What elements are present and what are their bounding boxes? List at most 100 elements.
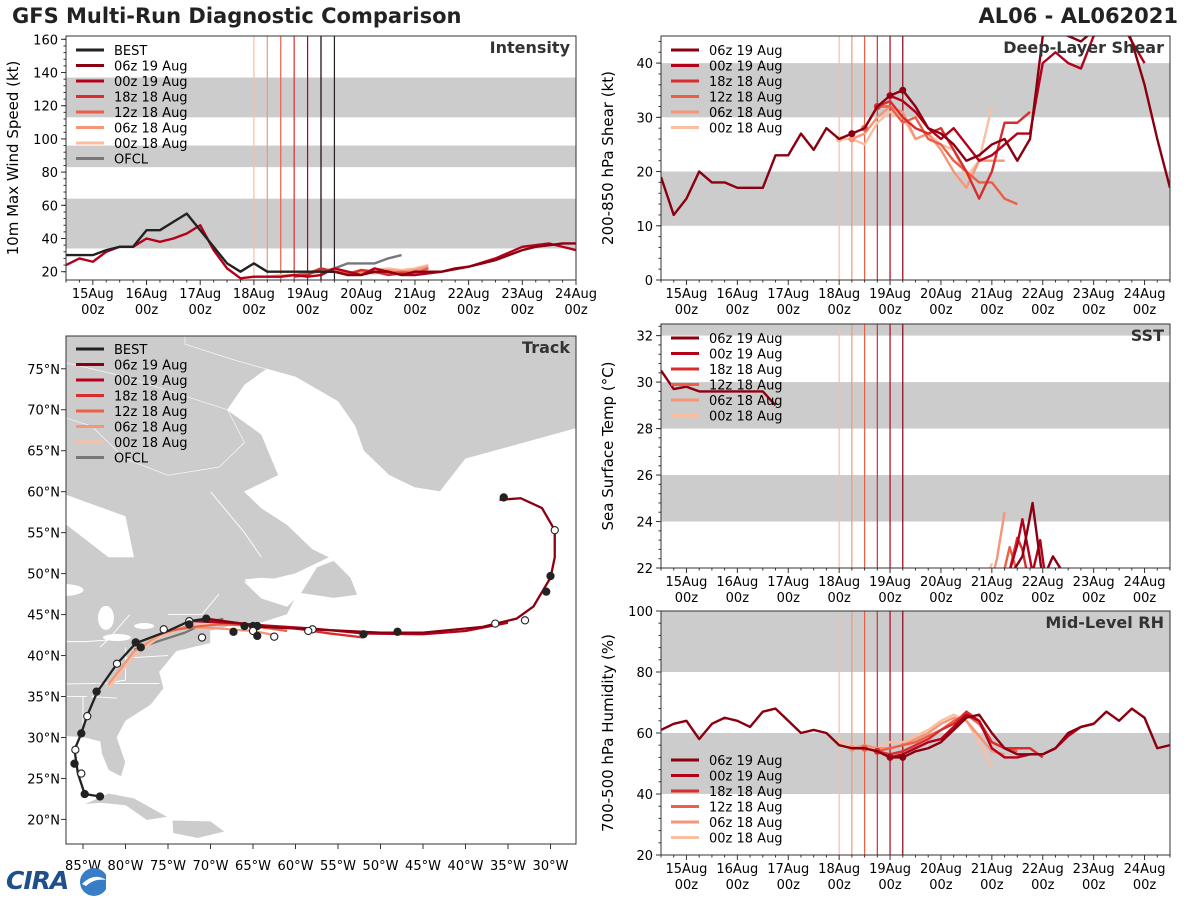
x-tick-label: 00z <box>1031 303 1055 318</box>
legend-label: 00z 18 Aug <box>114 137 188 152</box>
x-tick-label: 00z <box>827 303 851 318</box>
series-marker <box>899 753 907 761</box>
track-position-marker <box>520 616 530 625</box>
x-tick-label: 22Aug <box>1022 575 1064 590</box>
panel-sst: 22242628303215Aug00z16Aug00z17Aug00z18Au… <box>599 323 1171 606</box>
y-tick-label: 28 <box>636 423 653 438</box>
plot-area <box>661 36 1170 280</box>
x-tick-label: 15Aug <box>665 287 707 302</box>
x-tick-label: 35°W <box>490 859 526 874</box>
x-tick-label: 00z <box>1133 303 1157 318</box>
y-tick-label: 100 <box>33 133 58 148</box>
x-tick-label: 70°W <box>193 859 229 874</box>
track-position-marker <box>499 493 508 502</box>
legend-label: 00z 18 Aug <box>709 122 783 137</box>
x-tick-label: 00z <box>726 591 750 606</box>
y-tick-label: 24 <box>636 516 653 531</box>
lake-superior-water <box>66 584 84 596</box>
track-position-marker <box>202 614 211 623</box>
x-tick-label: 20Aug <box>920 862 962 877</box>
x-tick-label: 15Aug <box>665 575 707 590</box>
track-position-marker <box>270 632 279 641</box>
track-position-marker <box>229 627 238 636</box>
series-line <box>66 212 335 273</box>
legend-label: 18z 18 Aug <box>709 75 783 90</box>
y-tick-label: 75°N <box>27 363 60 378</box>
x-tick-label: 24Aug <box>555 287 597 302</box>
x-tick-label: 00z <box>1133 878 1157 893</box>
lake-ontario-water <box>134 623 155 630</box>
legend-label: 06z 19 Aug <box>709 754 783 769</box>
legend-label: 06z 19 Aug <box>709 44 783 59</box>
legend-label: BEST <box>114 343 147 358</box>
legend-label: 18z 18 Aug <box>709 785 783 800</box>
x-tick-label: 00z <box>980 303 1004 318</box>
panel-shear: 01020304015Aug00z16Aug00z17Aug00z18Aug00… <box>599 35 1171 318</box>
x-tick-label: 00z <box>403 303 427 318</box>
legend-label: 00z 19 Aug <box>709 60 783 75</box>
x-tick-label: 24Aug <box>1124 287 1166 302</box>
x-tick-label: 60°W <box>278 859 314 874</box>
page-title: GFS Multi-Run Diagnostic Comparison <box>12 4 462 28</box>
series-marker <box>899 86 907 94</box>
y-axis-label: 200-850 hPa Shear (kt) <box>599 71 617 245</box>
x-tick-label: 23Aug <box>1073 575 1115 590</box>
track-position-marker <box>71 745 80 754</box>
x-tick-label: 00z <box>929 878 953 893</box>
x-tick-label: 17Aug <box>767 287 809 302</box>
x-tick-label: 30°W <box>533 859 569 874</box>
y-tick-label: 40 <box>41 233 58 248</box>
legend-label: 00z 18 Aug <box>709 410 783 425</box>
x-tick-label: 00z <box>564 303 588 318</box>
panel-title: Mid-Level RH <box>1045 613 1164 632</box>
panel-title: Intensity <box>490 38 571 57</box>
state-border <box>66 638 122 643</box>
logo-text: CIRA <box>6 866 69 895</box>
series-marker <box>848 135 856 143</box>
x-tick-label: 00z <box>878 303 902 318</box>
track-position-marker <box>95 792 105 801</box>
track-position-marker <box>80 789 89 799</box>
x-tick-label: 21Aug <box>971 862 1013 877</box>
legend-label: 00z 18 Aug <box>114 436 188 451</box>
x-tick-label: 18Aug <box>818 862 860 877</box>
legend-label: 12z 18 Aug <box>114 405 188 420</box>
x-tick-label: 21Aug <box>971 287 1013 302</box>
legend-label: 06z 19 Aug <box>114 359 188 374</box>
x-tick-label: 23Aug <box>1073 287 1115 302</box>
y-tick-label: 25°N <box>27 772 60 787</box>
y-tick-label: 40 <box>636 57 653 72</box>
x-tick-label: 24Aug <box>1124 862 1166 877</box>
y-tick-label: 30°N <box>27 731 60 746</box>
x-tick-label: 00z <box>81 303 105 318</box>
x-tick-label: 19Aug <box>869 862 911 877</box>
series-line <box>661 707 1170 759</box>
legend-label: 06z 18 Aug <box>709 394 783 409</box>
x-tick-label: 00z <box>1031 878 1055 893</box>
x-tick-label: 20Aug <box>340 287 382 302</box>
y-axis-label: Sea Surface Temp (°C) <box>599 361 617 530</box>
x-tick-label: 00z <box>457 303 481 318</box>
series-line <box>889 36 1146 162</box>
series-line <box>321 242 576 277</box>
legend-label: OFCL <box>114 153 149 168</box>
x-tick-label: 00z <box>350 303 374 318</box>
track-position-marker <box>92 687 101 696</box>
legend-label: 12z 18 Aug <box>709 801 783 816</box>
state-border <box>99 614 131 648</box>
track-position-marker <box>240 621 249 631</box>
y-tick-label: 40 <box>636 788 653 803</box>
lake-erie-water <box>103 634 131 642</box>
shaded-band <box>661 382 1170 429</box>
legend-label: BEST <box>114 44 147 59</box>
series-line <box>1013 501 1062 568</box>
x-tick-label: 00z <box>726 878 750 893</box>
panel-title: Deep-Layer Shear <box>1003 38 1164 57</box>
lake-huron-water <box>97 605 114 630</box>
y-tick-label: 35°N <box>27 691 60 706</box>
legend-label: OFCL <box>114 452 149 467</box>
x-tick-label: 00z <box>1082 591 1106 606</box>
